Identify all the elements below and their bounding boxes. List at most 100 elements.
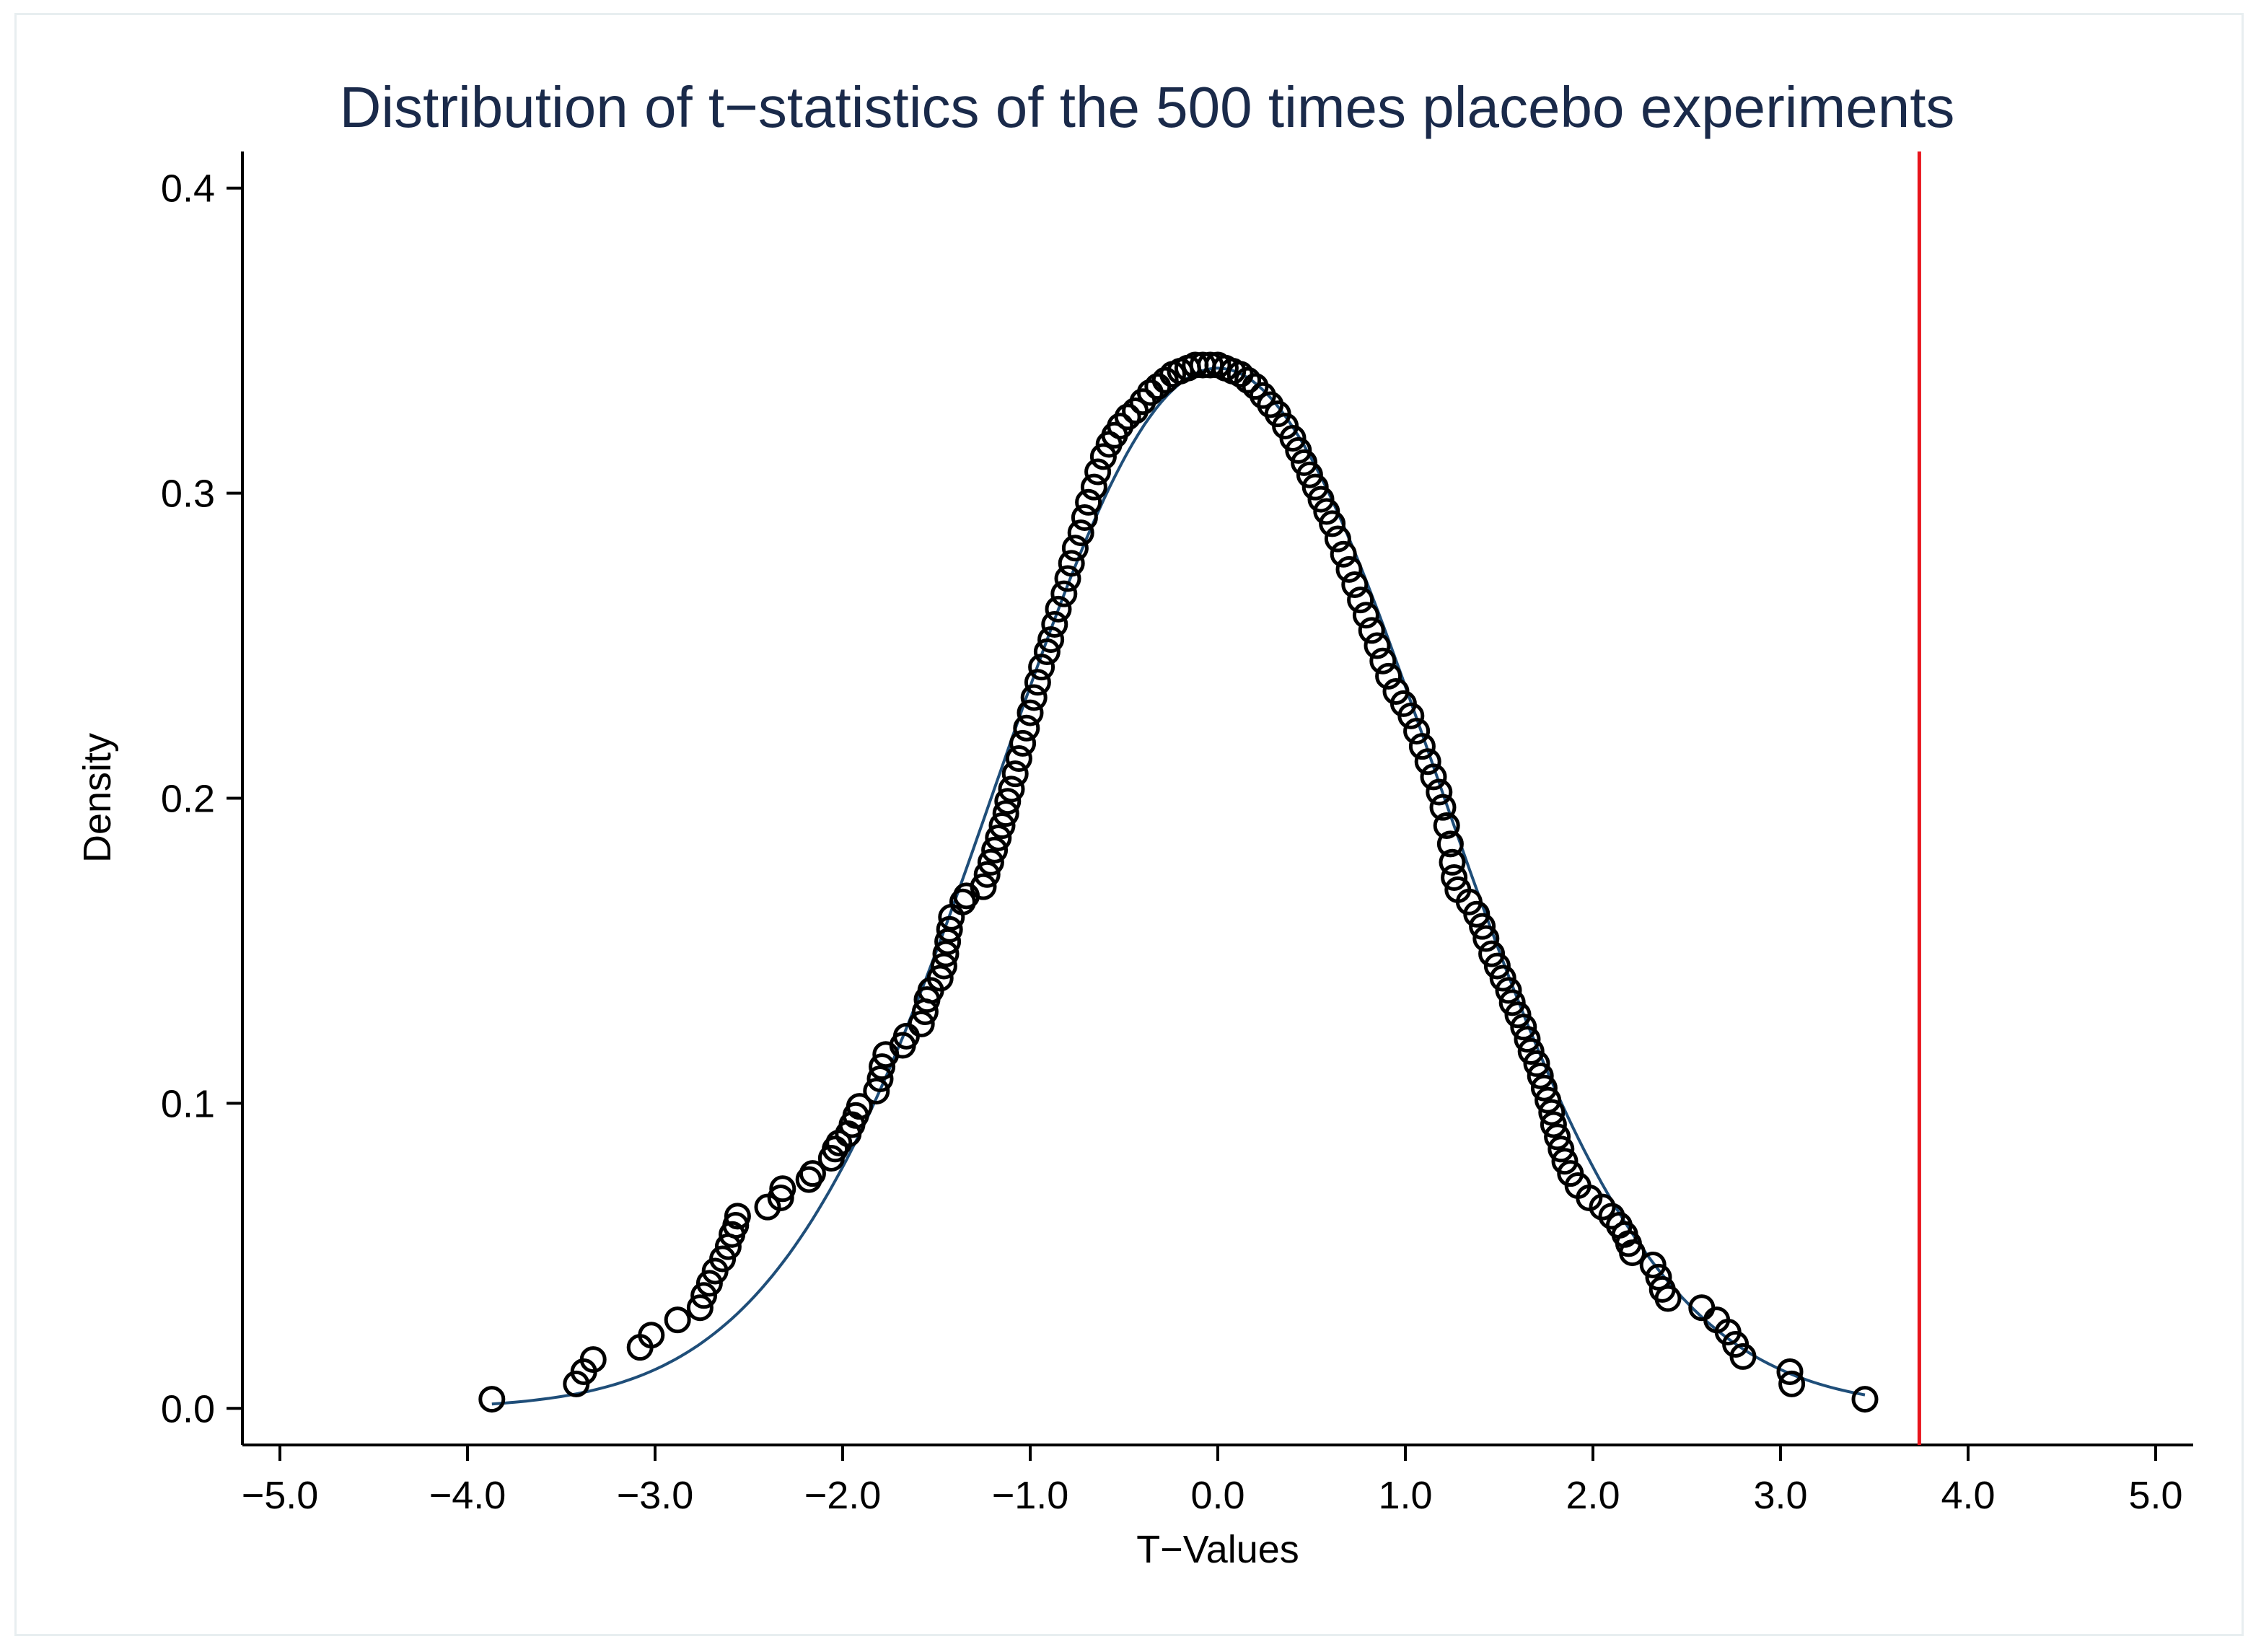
kde-point xyxy=(1028,654,1055,681)
kde-point xyxy=(1540,1111,1567,1138)
kde-point xyxy=(1469,913,1496,940)
normal-curve xyxy=(491,366,1866,1406)
kde-point xyxy=(1776,1358,1804,1386)
kde-point xyxy=(970,873,997,900)
kde-point xyxy=(1495,977,1522,1004)
kde-point xyxy=(1061,535,1089,562)
y-axis-title: Density xyxy=(76,733,119,863)
kde-point xyxy=(1510,1014,1537,1041)
kde-point xyxy=(1544,1123,1571,1151)
kde-point xyxy=(1024,669,1051,696)
kde-point xyxy=(799,1160,826,1187)
kde-point xyxy=(1089,443,1117,470)
kde-point xyxy=(1341,571,1369,598)
kde-point xyxy=(1324,525,1351,553)
kde-point xyxy=(709,1245,737,1273)
kde-point xyxy=(1547,1135,1575,1163)
kde-point xyxy=(1645,1263,1672,1291)
kde-point xyxy=(1530,1074,1558,1102)
kde-point xyxy=(846,1093,873,1120)
kde-point xyxy=(926,965,954,992)
kde-point xyxy=(1517,1037,1545,1065)
kde-point xyxy=(1301,473,1329,501)
kde-point xyxy=(866,1066,894,1093)
kde-point xyxy=(1313,498,1340,525)
kde-point xyxy=(934,928,962,955)
x-tick-label: 2.0 xyxy=(1566,1474,1620,1517)
kde-point xyxy=(1489,965,1516,992)
kde-point xyxy=(908,1010,935,1037)
kde-point xyxy=(1851,1386,1879,1413)
kde-point xyxy=(1498,989,1526,1016)
kde-point xyxy=(1307,486,1335,513)
x-axis-title: T−Values xyxy=(1136,1528,1299,1571)
kde-point xyxy=(1037,626,1065,654)
kde-point xyxy=(1639,1252,1667,1279)
kde-point xyxy=(932,940,960,967)
kde-point xyxy=(1084,458,1112,486)
kde-point xyxy=(1433,812,1460,840)
x-tick-label: −1.0 xyxy=(992,1474,1069,1517)
y-tick-label: 0.1 xyxy=(161,1082,215,1125)
normal-curve-layer xyxy=(491,366,1866,1406)
kde-point xyxy=(695,1270,723,1297)
chart-frame xyxy=(14,13,2244,1636)
kde-point xyxy=(1654,1285,1682,1312)
kde-point xyxy=(478,1386,506,1413)
kde-point xyxy=(1420,763,1447,791)
kde-point xyxy=(1020,684,1048,711)
kde-point xyxy=(1514,1026,1541,1053)
kde-point xyxy=(1347,586,1374,614)
kde-point xyxy=(664,1306,691,1334)
kde-point xyxy=(1291,449,1318,476)
kde-point xyxy=(1050,580,1078,607)
kde-point xyxy=(930,952,957,980)
kde-point xyxy=(1429,794,1457,821)
kde-point xyxy=(1080,473,1107,501)
kde-point xyxy=(988,812,1016,840)
kde-point xyxy=(1017,699,1044,726)
x-tick-label: −5.0 xyxy=(242,1474,319,1517)
kde-point xyxy=(638,1322,665,1349)
kde-point xyxy=(1358,617,1385,644)
kde-point xyxy=(1538,1099,1566,1126)
kde-point xyxy=(1535,1086,1562,1114)
kde-point xyxy=(981,836,1009,864)
kde-point xyxy=(977,848,1004,876)
y-tick-label: 0.2 xyxy=(161,778,215,821)
kde-point xyxy=(1058,550,1085,577)
kde-point xyxy=(1335,555,1363,583)
kde-point xyxy=(1589,1193,1616,1221)
kde-point xyxy=(769,1175,796,1203)
y-tick-label: 0.4 xyxy=(161,167,215,211)
x-tick-label: 0.0 xyxy=(1190,1474,1244,1517)
kde-point xyxy=(1319,510,1346,537)
kde-point xyxy=(1504,1001,1532,1029)
kde-point xyxy=(579,1346,607,1374)
kde-point xyxy=(1729,1343,1757,1370)
kde-point xyxy=(1551,1148,1579,1175)
kde-point xyxy=(1472,925,1500,952)
kde-point xyxy=(1296,461,1323,488)
kde-point xyxy=(1013,714,1040,742)
kde-point xyxy=(1619,1239,1646,1267)
y-tick-label: 0.0 xyxy=(161,1387,215,1431)
kde-point xyxy=(1408,733,1436,760)
kde-point xyxy=(1279,425,1307,452)
kde-point xyxy=(690,1282,718,1309)
kde-point xyxy=(1041,610,1068,638)
kde-point xyxy=(1478,940,1506,967)
kde-point xyxy=(1397,702,1425,729)
x-tick-label: −4.0 xyxy=(429,1474,506,1517)
kde-point xyxy=(1045,595,1072,623)
kde-point xyxy=(1403,717,1431,744)
chart-title: Distribution of t−statistics of the 500 … xyxy=(340,75,1955,139)
kde-point xyxy=(1369,647,1397,675)
kde-point xyxy=(1144,373,1172,400)
kde-point xyxy=(1523,1050,1550,1077)
x-tick-label: 1.0 xyxy=(1378,1474,1432,1517)
y-tick-label: 0.3 xyxy=(161,473,215,516)
kde-point xyxy=(1352,602,1379,629)
x-tick-label: 4.0 xyxy=(1941,1474,1995,1517)
